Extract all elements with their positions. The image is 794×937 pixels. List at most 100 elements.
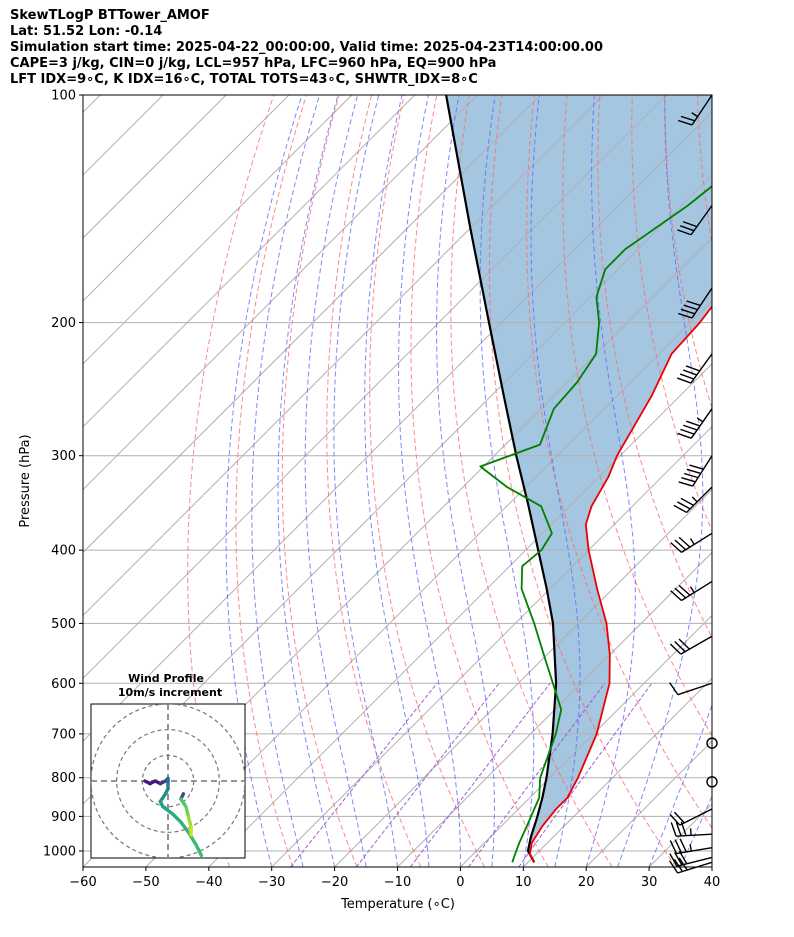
x-tick-label: −30: [258, 875, 285, 890]
wind-barb: [669, 850, 713, 867]
hodograph-segment: [161, 804, 175, 817]
barb-flag: [676, 377, 692, 384]
moist-adiabat-line: [333, 95, 398, 867]
location-line: Lat: 51.52 Lon: -0.14: [10, 24, 163, 39]
isotherm-line: [83, 95, 604, 617]
dewpoint-profile-line: [479, 185, 712, 863]
barb-shaft: [677, 682, 713, 696]
moist-adiabat-line: [585, 95, 636, 867]
barb-half-flag: [691, 496, 698, 503]
barb-flag: [680, 497, 694, 506]
isotherm-line: [522, 677, 712, 867]
isotherm-line: [460, 614, 712, 867]
barb-half-flag: [689, 844, 692, 852]
dry-adiabat-line: [235, 95, 307, 867]
barb-flag: [673, 811, 685, 824]
x-tick-label: 40: [704, 875, 721, 890]
barb-flag: [680, 225, 695, 232]
hodograph-segment: [194, 843, 204, 858]
barb-shaft: [681, 532, 713, 553]
y-axis-title: Pressure (hPa): [18, 434, 33, 527]
barb-flag: [673, 504, 687, 514]
moist-adiabat-line: [530, 95, 581, 867]
isotherm-line: [83, 95, 478, 491]
barb-flag: [674, 839, 683, 854]
barb-flag: [670, 542, 682, 553]
barb-flag: [683, 424, 698, 431]
barb-flag: [675, 821, 682, 837]
x-tick-label: −40: [195, 875, 222, 890]
barb-flag: [683, 472, 699, 479]
isotherm-line: [208, 363, 712, 867]
wind-barb: [669, 838, 713, 855]
barb-flag: [670, 822, 677, 837]
calm-wind-marker: [706, 776, 718, 788]
x-tick-label: −60: [69, 875, 96, 890]
barb-flag: [678, 584, 691, 596]
dry-adiabat-line: [696, 95, 712, 246]
isotherm-line: [83, 111, 712, 742]
barb-flag: [669, 860, 679, 874]
barb-shaft: [691, 287, 713, 319]
isotherm-line: [271, 425, 712, 867]
barb-flag: [681, 477, 696, 483]
moist-adiabat-line: [479, 95, 535, 867]
isotherm-line: [711, 866, 712, 867]
moist-adiabat-line: [398, 95, 461, 867]
x-tick-label: −20: [321, 875, 348, 890]
grid-layer: [83, 95, 794, 867]
y-tick-label: 800: [51, 771, 76, 786]
inset-subtitle: 10m/s increment: [118, 686, 222, 699]
mixing-ratio-line: [409, 682, 551, 867]
mixing-ratio-line: [290, 682, 438, 867]
y-tick-label: 100: [51, 89, 76, 104]
barb-flag: [678, 857, 688, 871]
dry-adiabat-line: [562, 95, 712, 737]
barb-flag: [689, 464, 704, 470]
parcel-profile-line: [445, 95, 558, 863]
moist-adiabat-line: [711, 865, 712, 867]
hodograph-segment: [171, 812, 183, 824]
x-tick-label: −10: [384, 875, 411, 890]
isotherm-line: [83, 95, 667, 680]
calm-wind-marker: [706, 737, 718, 749]
chart-header: SkewTLogP BTTower_AMOF Lat: 51.52 Lon: -…: [10, 8, 780, 88]
mixing-ratio-line: [355, 682, 500, 867]
barb-flag: [669, 682, 679, 696]
barb-half-flag: [691, 112, 698, 118]
dry-adiabat-line: [281, 95, 358, 867]
mixing-ratio-line: [518, 683, 653, 867]
barb-shaft: [692, 455, 713, 487]
wind-barb: [669, 635, 713, 655]
barb-flag: [669, 643, 682, 655]
isotherm-line: [83, 95, 227, 239]
dry-adiabat-line: [488, 95, 677, 867]
barb-flag: [682, 369, 698, 376]
x-tick-label: −50: [132, 875, 159, 890]
moist-adiabat-line: [648, 703, 712, 867]
barb-half-flag: [689, 538, 695, 545]
isotherm-line: [775, 95, 794, 867]
barb-flag: [674, 640, 686, 653]
y-tick-label: 700: [51, 727, 76, 742]
wind-profile-inset: Wind Profile 10m/s increment: [90, 672, 246, 859]
barb-flag: [685, 365, 700, 372]
barb-half-flag: [689, 586, 695, 593]
hodograph-branch-segment: [184, 804, 191, 819]
barb-shaft: [676, 833, 713, 837]
barb-flag: [679, 838, 687, 853]
barb-half-flag: [696, 417, 704, 423]
barb-flag: [679, 373, 695, 380]
y-tick-label: 300: [51, 449, 76, 464]
barb-flag: [677, 229, 692, 236]
inset-rings: [91, 704, 245, 858]
x-axis-title: Temperature (∘C): [340, 897, 455, 912]
barb-flag: [686, 300, 701, 307]
barb-shaft: [690, 205, 713, 236]
barb-flag: [678, 536, 691, 548]
isotherm-line: [83, 95, 290, 302]
barb-flag: [677, 432, 692, 439]
x-tick-label: 10: [515, 875, 532, 890]
profile-layer: [445, 95, 712, 863]
barb-flag: [669, 840, 678, 854]
